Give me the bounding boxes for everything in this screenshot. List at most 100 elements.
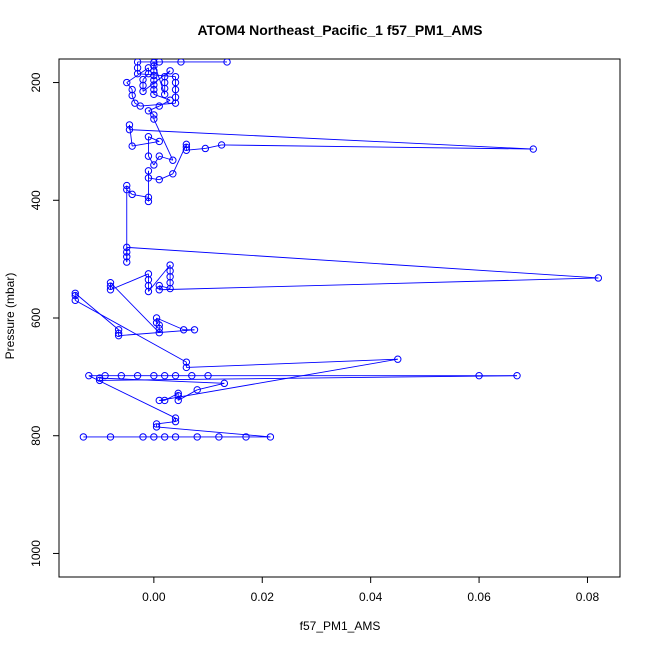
chart-title: ATOM4 Northeast_Pacific_1 f57_PM1_AMS (197, 22, 482, 38)
data-point (182, 140, 191, 149)
data-point (139, 75, 147, 84)
data-point (150, 115, 158, 123)
data-point (150, 81, 158, 89)
series-line-segment (132, 140, 160, 147)
data-point (182, 143, 191, 151)
data-point (182, 146, 191, 154)
data-point (144, 174, 153, 182)
data-point (150, 76, 158, 84)
data-point (150, 71, 158, 80)
data-point (174, 396, 182, 405)
axes: 0.00 0.02 0.04 0.06 0.08 200 400 600 800 1000 (29, 72, 599, 604)
y-axis-label: Pressure (mbar) (3, 273, 17, 360)
data-point (139, 81, 147, 90)
data-point (114, 329, 123, 338)
data-point (144, 133, 153, 141)
data-point (123, 243, 131, 252)
data-point (144, 287, 153, 296)
series-line-segment (197, 382, 225, 391)
series-line-segment (74, 292, 119, 331)
data-point (166, 273, 174, 281)
x-tick-label: 0.04 (359, 590, 383, 604)
series-line-segment (153, 118, 174, 161)
data-point (155, 329, 163, 337)
data-point (182, 358, 191, 366)
data-point (123, 253, 131, 261)
data-point (160, 371, 169, 380)
data-point (171, 371, 180, 380)
data-point (215, 433, 223, 441)
data-point (150, 433, 158, 441)
data-point (106, 286, 115, 294)
data-point (150, 111, 158, 119)
data-point (123, 78, 131, 87)
data-point (174, 392, 182, 400)
data-point (114, 331, 123, 340)
data-point (144, 64, 153, 72)
data-point (150, 85, 158, 94)
data-point (160, 396, 169, 405)
series-line-segment (148, 136, 160, 142)
series-line-segment (110, 273, 149, 291)
data-point (169, 156, 177, 164)
series-line-segment (129, 129, 534, 150)
series-line-segment (126, 82, 133, 90)
data-point (193, 433, 201, 441)
data-point (513, 371, 521, 380)
data-point (150, 90, 158, 99)
data-point (155, 324, 163, 333)
data-point (150, 161, 158, 169)
series-line-segment (156, 426, 271, 438)
data-point (95, 374, 104, 382)
data-point (128, 91, 136, 100)
y-tick-label: 1000 (29, 540, 43, 567)
data-point (155, 321, 163, 329)
y-tick-label: 600 (29, 308, 43, 328)
data-point (152, 420, 161, 428)
data-point (144, 197, 153, 206)
data-point (133, 371, 142, 380)
data-point (144, 270, 153, 278)
data-point (223, 59, 231, 66)
data-point (125, 121, 134, 129)
data-point (133, 64, 142, 72)
data-point (133, 59, 142, 66)
data-point (155, 152, 163, 160)
data-point (155, 175, 163, 184)
series-line-segment (172, 144, 187, 174)
data-point (166, 267, 174, 275)
series-line-segment (148, 177, 160, 181)
x-tick-label: 0.08 (576, 590, 600, 604)
data-point (594, 274, 603, 282)
data-point (171, 85, 180, 94)
data-point (160, 78, 169, 87)
data-point (171, 72, 180, 81)
data-point (171, 414, 180, 422)
data-point (150, 371, 158, 380)
data-point (150, 59, 158, 67)
plot-content (71, 59, 603, 441)
data-point (95, 376, 104, 385)
data-point (128, 142, 136, 150)
data-point (171, 433, 180, 441)
data-point (166, 261, 174, 269)
series-line-segment (88, 375, 176, 419)
series-line-segment (159, 358, 398, 401)
series-line-segment (159, 155, 173, 161)
data-point (106, 433, 115, 441)
data-point (150, 62, 158, 70)
data-point (139, 87, 147, 96)
data-point (171, 417, 180, 426)
data-point (160, 90, 169, 99)
data-point (144, 107, 153, 115)
data-point (171, 78, 180, 87)
data-point (144, 70, 153, 78)
series-line-segment (156, 317, 184, 331)
data-point (144, 276, 153, 284)
data-point (174, 389, 182, 398)
plot-frame (58, 58, 621, 578)
series-line-segment (159, 277, 599, 291)
data-point (123, 185, 131, 194)
data-point (155, 396, 163, 405)
data-point (71, 296, 79, 305)
